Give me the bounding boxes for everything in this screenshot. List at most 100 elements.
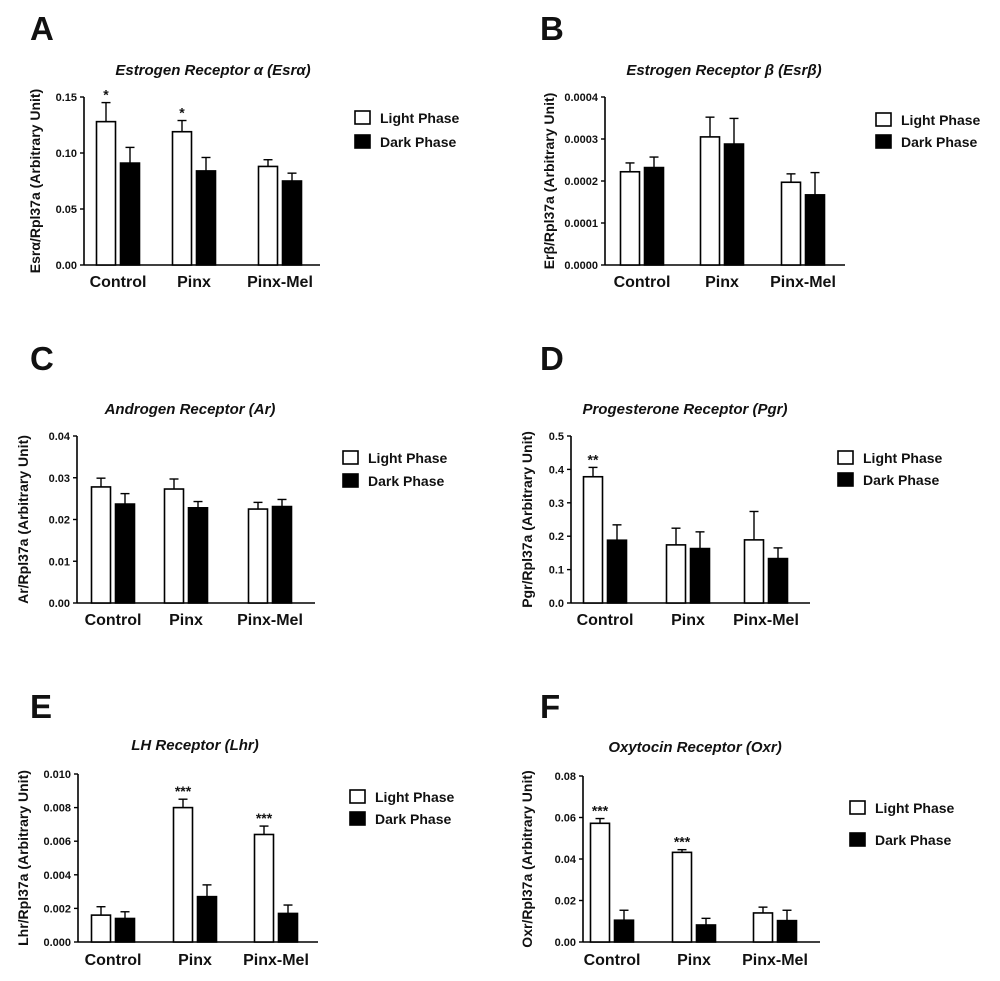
bar-dark-1: [195, 170, 217, 266]
x-tick-label: Control: [85, 612, 142, 629]
legend-label: Dark Phase: [380, 134, 456, 150]
y-tick-label: 0.3: [549, 498, 564, 510]
legend-label: Dark Phase: [901, 134, 977, 150]
x-tick-label: Control: [584, 952, 641, 969]
bar-dark-0: [613, 919, 635, 943]
x-tick-label: Control: [90, 274, 147, 291]
bar-dark-0: [119, 162, 141, 266]
legend-swatch-dark: [349, 811, 366, 826]
chart-title: Estrogen Receptor β (Esrβ): [626, 62, 821, 79]
y-tick-label: 0.04: [49, 431, 71, 443]
chart-panel-f: F Oxytocin Receptor (Oxr) Oxr/Rpl37a (Arbi…: [519, 688, 955, 969]
bar-light-0: [619, 170, 641, 266]
bar-dark-2: [776, 919, 798, 943]
x-tick-label: Pinx: [169, 612, 203, 629]
legend-label: Light Phase: [368, 450, 448, 466]
y-tick-label: 0.0004: [564, 92, 599, 104]
x-tick-label: Control: [577, 612, 634, 629]
legend-swatch-light: [342, 450, 359, 465]
bar-dark-2: [804, 194, 826, 266]
y-tick-label: 0.2: [549, 531, 564, 543]
legend-swatch-light: [349, 789, 366, 804]
chart-title: Progesterone Receptor (Pgr): [582, 401, 787, 418]
x-tick-label: Pinx-Mel: [237, 612, 303, 629]
y-tick-label: 0.0003: [564, 134, 598, 146]
bar-light-2: [743, 539, 765, 604]
legend-label: Light Phase: [875, 800, 955, 816]
legend-label: Light Phase: [380, 110, 460, 126]
bar-light-1: [172, 806, 194, 943]
bar-dark-1: [196, 895, 218, 943]
y-tick-label: 0.5: [549, 431, 564, 443]
significance-marker: ***: [175, 783, 192, 799]
legend-label: Light Phase: [863, 450, 943, 466]
y-tick-label: 0.002: [43, 903, 71, 915]
bar-light-0: [90, 486, 112, 604]
panel-label: B: [540, 10, 564, 47]
significance-marker: ***: [674, 834, 691, 850]
legend-swatch-light: [837, 450, 854, 465]
bar-light-2: [752, 912, 774, 943]
y-tick-label: 0.05: [56, 204, 77, 216]
chart-title: Oxytocin Receptor (Oxr): [608, 739, 781, 756]
bar-light-0: [90, 914, 112, 943]
bar-light-1: [665, 544, 687, 604]
y-axis-label: Lhr/Rpl37a (Arbitrary Unit): [15, 770, 31, 946]
y-axis-label: Erβ/Rpl37a (Arbitrary Unit): [541, 93, 557, 270]
legend-swatch-dark: [342, 473, 359, 488]
y-tick-label: 0.1: [549, 565, 564, 577]
panel-label: F: [540, 688, 560, 725]
bar-light-2: [780, 181, 802, 266]
significance-marker: ***: [592, 803, 609, 819]
legend-label: Light Phase: [901, 112, 981, 128]
panel-label: D: [540, 340, 564, 377]
panel-label: E: [30, 688, 52, 725]
y-tick-label: 0.010: [43, 769, 71, 781]
bar-light-0: [582, 475, 604, 604]
x-tick-label: Pinx-Mel: [742, 952, 808, 969]
x-tick-label: Pinx-Mel: [733, 612, 799, 629]
significance-marker: *: [103, 87, 109, 103]
x-tick-label: Pinx-Mel: [247, 274, 313, 291]
x-tick-label: Pinx: [705, 274, 739, 291]
bar-dark-0: [606, 539, 628, 604]
bar-light-0: [95, 120, 117, 266]
y-tick-label: 0.02: [49, 515, 70, 527]
y-axis-label: Ar/Rpl37a (Arbitrary Unit): [15, 435, 31, 604]
bar-dark-0: [643, 166, 665, 266]
chart-title: Androgen Receptor (Ar): [104, 401, 276, 418]
legend-swatch-light: [849, 800, 866, 815]
y-tick-label: 0.00: [49, 598, 70, 610]
y-tick-label: 0.0001: [564, 218, 598, 230]
y-tick-label: 0.01: [49, 556, 70, 568]
bar-dark-2: [277, 912, 299, 943]
y-tick-label: 0.04: [555, 854, 577, 866]
legend-swatch-dark: [849, 832, 866, 847]
panel-label: C: [30, 340, 54, 377]
x-tick-label: Control: [85, 952, 142, 969]
x-tick-label: Pinx: [177, 274, 211, 291]
y-tick-label: 0.4: [549, 464, 565, 476]
y-tick-label: 0.03: [49, 473, 70, 485]
y-tick-label: 0.15: [56, 92, 77, 104]
y-tick-label: 0.10: [56, 148, 77, 160]
y-tick-label: 0.06: [555, 813, 576, 825]
bar-dark-2: [767, 557, 789, 604]
bar-dark-2: [281, 180, 303, 266]
legend-label: Dark Phase: [375, 811, 451, 827]
legend-swatch-dark: [354, 134, 371, 149]
legend-swatch-dark: [837, 472, 854, 487]
bar-dark-1: [695, 924, 717, 943]
bar-light-1: [699, 136, 721, 266]
x-tick-label: Pinx: [677, 952, 711, 969]
x-tick-label: Pinx-Mel: [243, 952, 309, 969]
x-tick-label: Pinx: [671, 612, 705, 629]
bar-dark-1: [723, 143, 745, 266]
bar-light-2: [257, 165, 279, 266]
x-tick-label: Control: [614, 274, 671, 291]
chart-panel-c: C Androgen Receptor (Ar) Ar/Rpl37a (Arbitr…: [15, 340, 448, 629]
chart-panel-b: B Estrogen Receptor β (Esrβ) Erβ/Rpl37a (A…: [540, 10, 981, 291]
y-tick-label: 0.008: [43, 803, 71, 815]
significance-marker: **: [588, 451, 599, 467]
